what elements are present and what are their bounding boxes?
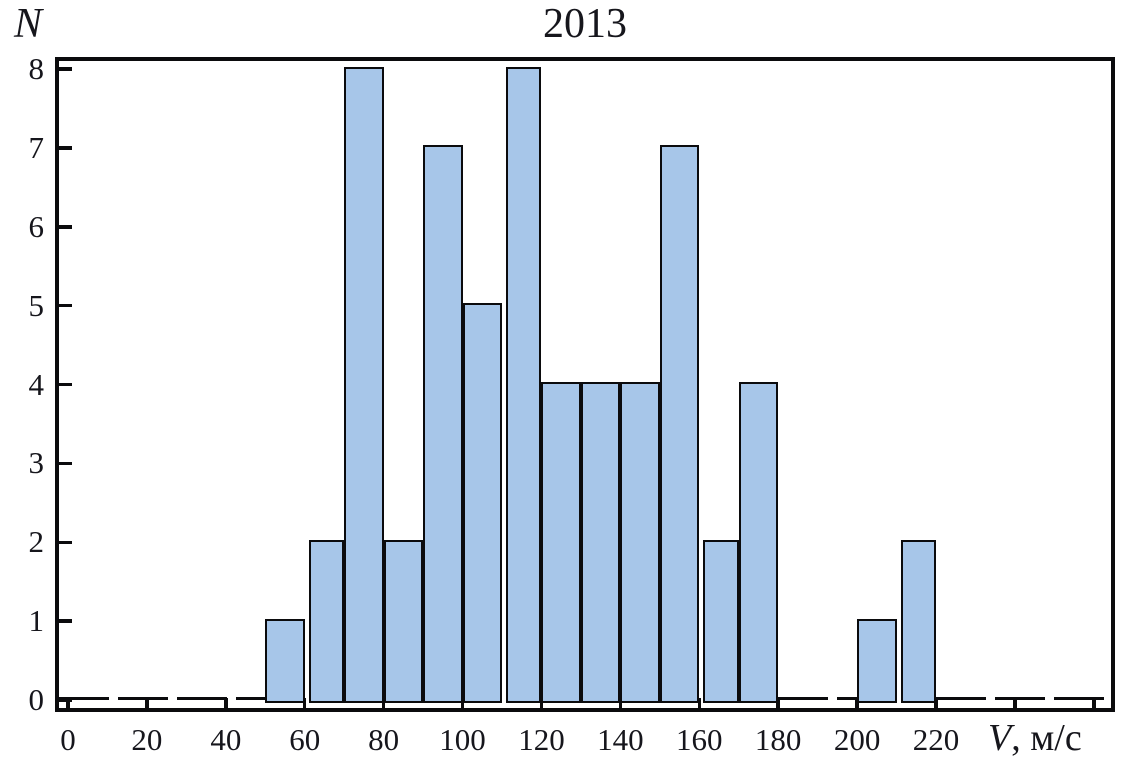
x-tick bbox=[460, 698, 465, 712]
zero-line-segment bbox=[59, 697, 266, 700]
y-tick-label: 8 bbox=[28, 51, 45, 86]
x-tick bbox=[539, 698, 544, 712]
histogram-bar bbox=[308, 539, 345, 703]
y-tick-label: 6 bbox=[28, 208, 45, 244]
y-tick-label: 4 bbox=[28, 366, 45, 402]
y-tick bbox=[59, 67, 72, 71]
x-axis-unit: , м/с bbox=[1011, 717, 1082, 759]
y-tick-label: 7 bbox=[28, 129, 45, 165]
histogram-bar bbox=[857, 618, 897, 703]
histogram-bar bbox=[620, 382, 660, 703]
y-tick-label: 5 bbox=[28, 287, 45, 323]
x-axis-variable: V bbox=[988, 717, 1012, 759]
histogram-bar bbox=[738, 382, 779, 703]
x-tick bbox=[1092, 698, 1096, 712]
y-tick bbox=[59, 303, 72, 308]
x-tick-label: 180 bbox=[754, 722, 802, 757]
y-tick bbox=[59, 225, 72, 229]
y-tick bbox=[59, 619, 72, 623]
y-axis-label: N bbox=[14, 1, 43, 47]
x-tick-label: 140 bbox=[597, 722, 644, 757]
histogram-bar bbox=[344, 66, 384, 703]
x-tick bbox=[145, 698, 149, 712]
x-tick-label: 0 bbox=[60, 722, 76, 757]
x-tick-label: 220 bbox=[912, 722, 960, 757]
x-tick bbox=[776, 698, 780, 712]
x-tick bbox=[618, 698, 623, 712]
histogram-bar bbox=[900, 539, 936, 703]
histogram-bar bbox=[423, 145, 463, 703]
x-tick-label: 160 bbox=[676, 722, 723, 757]
x-tick bbox=[934, 698, 938, 712]
zero-line-segment bbox=[936, 697, 1110, 700]
plot-frame bbox=[55, 57, 1115, 712]
x-tick-label: 60 bbox=[289, 722, 321, 757]
y-tick-label: 3 bbox=[28, 445, 45, 481]
chart-title: 2013 bbox=[543, 1, 627, 47]
y-tick bbox=[59, 540, 72, 544]
histogram-bar bbox=[506, 66, 542, 703]
y-tick-label: 0 bbox=[28, 682, 45, 717]
y-tick bbox=[59, 382, 72, 387]
x-tick-label: 120 bbox=[518, 722, 565, 757]
zero-line-segment bbox=[778, 697, 858, 700]
x-tick bbox=[66, 698, 70, 712]
x-tick-label: 200 bbox=[833, 722, 881, 757]
x-tick-label: 80 bbox=[368, 722, 400, 757]
x-tick-label: 100 bbox=[439, 722, 486, 757]
histogram-bar bbox=[265, 618, 305, 703]
histogram-bar bbox=[462, 303, 502, 703]
x-tick bbox=[855, 698, 859, 712]
x-tick bbox=[224, 698, 228, 712]
y-tick bbox=[59, 461, 72, 466]
x-tick-label: 40 bbox=[210, 722, 242, 757]
histogram-bar bbox=[659, 145, 700, 703]
x-axis-label: V, м/с bbox=[988, 717, 1134, 759]
y-tick bbox=[59, 146, 72, 150]
x-tick-label: 20 bbox=[131, 722, 163, 757]
y-tick-label: 1 bbox=[28, 603, 45, 639]
y-tick bbox=[59, 698, 72, 702]
histogram-bar bbox=[580, 382, 621, 703]
histogram-bar bbox=[383, 539, 424, 703]
x-tick bbox=[697, 698, 702, 712]
x-tick bbox=[1013, 698, 1017, 712]
histogram-bar bbox=[703, 539, 739, 703]
x-tick bbox=[381, 698, 386, 712]
x-tick bbox=[302, 698, 307, 712]
y-tick-label: 2 bbox=[28, 524, 45, 560]
histogram-bar bbox=[541, 382, 581, 703]
